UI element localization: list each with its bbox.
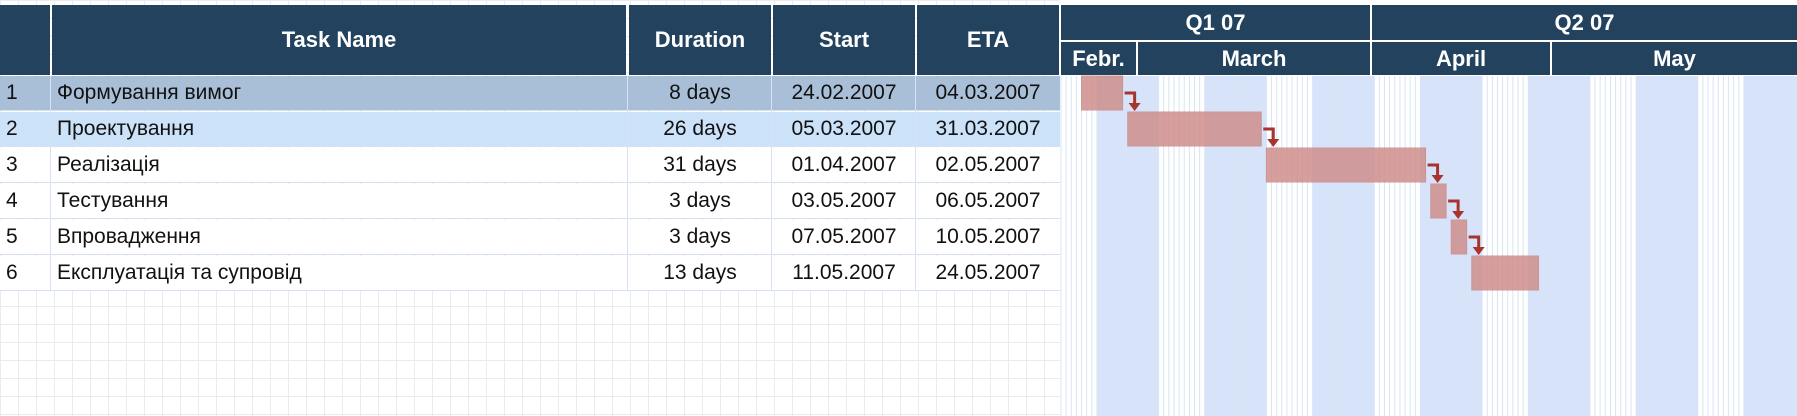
month-header-feb: Febr.: [1061, 42, 1136, 75]
quarter-header-q2: Q2 07: [1372, 5, 1797, 40]
eta-cell[interactable]: 04.03.2007: [916, 76, 1060, 111]
row-number: 6: [0, 256, 51, 291]
column-divider: [771, 76, 772, 291]
eta-cell[interactable]: 06.05.2007: [916, 184, 1060, 219]
row-number: 3: [0, 148, 51, 183]
dependency-arrow: [1427, 163, 1440, 176]
quarter-header-q1: Q1 07: [1061, 5, 1370, 40]
row-number: 2: [0, 112, 51, 147]
duration-cell[interactable]: 3 days: [628, 184, 772, 219]
weekend-band: [1743, 76, 1797, 416]
eta-cell[interactable]: 31.03.2007: [916, 112, 1060, 147]
start-cell[interactable]: 07.05.2007: [772, 220, 916, 255]
start-cell[interactable]: 03.05.2007: [772, 184, 916, 219]
task-name-cell[interactable]: Впровадження: [51, 220, 627, 255]
task-bar: [1265, 147, 1427, 183]
task-bar: [1081, 75, 1124, 111]
duration-cell[interactable]: 13 days: [628, 256, 772, 291]
dependency-arrowhead: [1128, 103, 1141, 111]
column-divider: [915, 76, 916, 291]
column-divider: [627, 76, 628, 291]
dependency-arrowhead: [1472, 247, 1485, 255]
column-divider: [50, 76, 51, 291]
start-header[interactable]: Start: [773, 5, 915, 75]
duration-header[interactable]: Duration: [629, 5, 771, 75]
duration-cell[interactable]: 26 days: [628, 112, 772, 147]
duration-cell[interactable]: 31 days: [628, 148, 772, 183]
month-header-april: April: [1372, 42, 1550, 75]
duration-cell[interactable]: 8 days: [628, 76, 772, 111]
row-number-header: [0, 5, 50, 75]
task-bar: [1471, 255, 1540, 291]
task-name-cell[interactable]: Реалізація: [51, 148, 627, 183]
month-header-march: March: [1138, 42, 1370, 75]
row-number: 5: [0, 220, 51, 255]
eta-cell[interactable]: 02.05.2007: [916, 148, 1060, 183]
task-name-cell[interactable]: Експлуатація та супровід: [51, 256, 627, 291]
dependency-arrow: [1468, 235, 1481, 248]
month-header-may: May: [1552, 42, 1797, 75]
eta-cell[interactable]: 10.05.2007: [916, 220, 1060, 255]
task-name-cell[interactable]: Формування вимог: [51, 76, 627, 111]
start-cell[interactable]: 05.03.2007: [772, 112, 916, 147]
task-name-cell[interactable]: Проектування: [51, 112, 627, 147]
task-bar: [1450, 219, 1468, 255]
task-name-cell[interactable]: Тестування: [51, 184, 627, 219]
start-cell[interactable]: 11.05.2007: [772, 256, 916, 291]
dependency-arrowhead: [1452, 211, 1465, 219]
task-bar: [1430, 183, 1447, 219]
dependency-arrow: [1263, 127, 1275, 140]
start-cell[interactable]: 24.02.2007: [772, 76, 916, 111]
dependency-arrowhead: [1431, 175, 1444, 183]
dependency-arrow: [1124, 91, 1137, 104]
duration-cell[interactable]: 3 days: [628, 220, 772, 255]
task-name-header[interactable]: Task Name: [52, 5, 626, 75]
dependency-arrowhead: [1267, 139, 1280, 147]
dependency-arrow: [1448, 199, 1460, 212]
task-bar: [1127, 111, 1262, 147]
row-number: 1: [0, 76, 51, 111]
start-cell[interactable]: 01.04.2007: [772, 148, 916, 183]
eta-header[interactable]: ETA: [917, 5, 1059, 75]
row-number: 4: [0, 184, 51, 219]
eta-cell[interactable]: 24.05.2007: [916, 256, 1060, 291]
